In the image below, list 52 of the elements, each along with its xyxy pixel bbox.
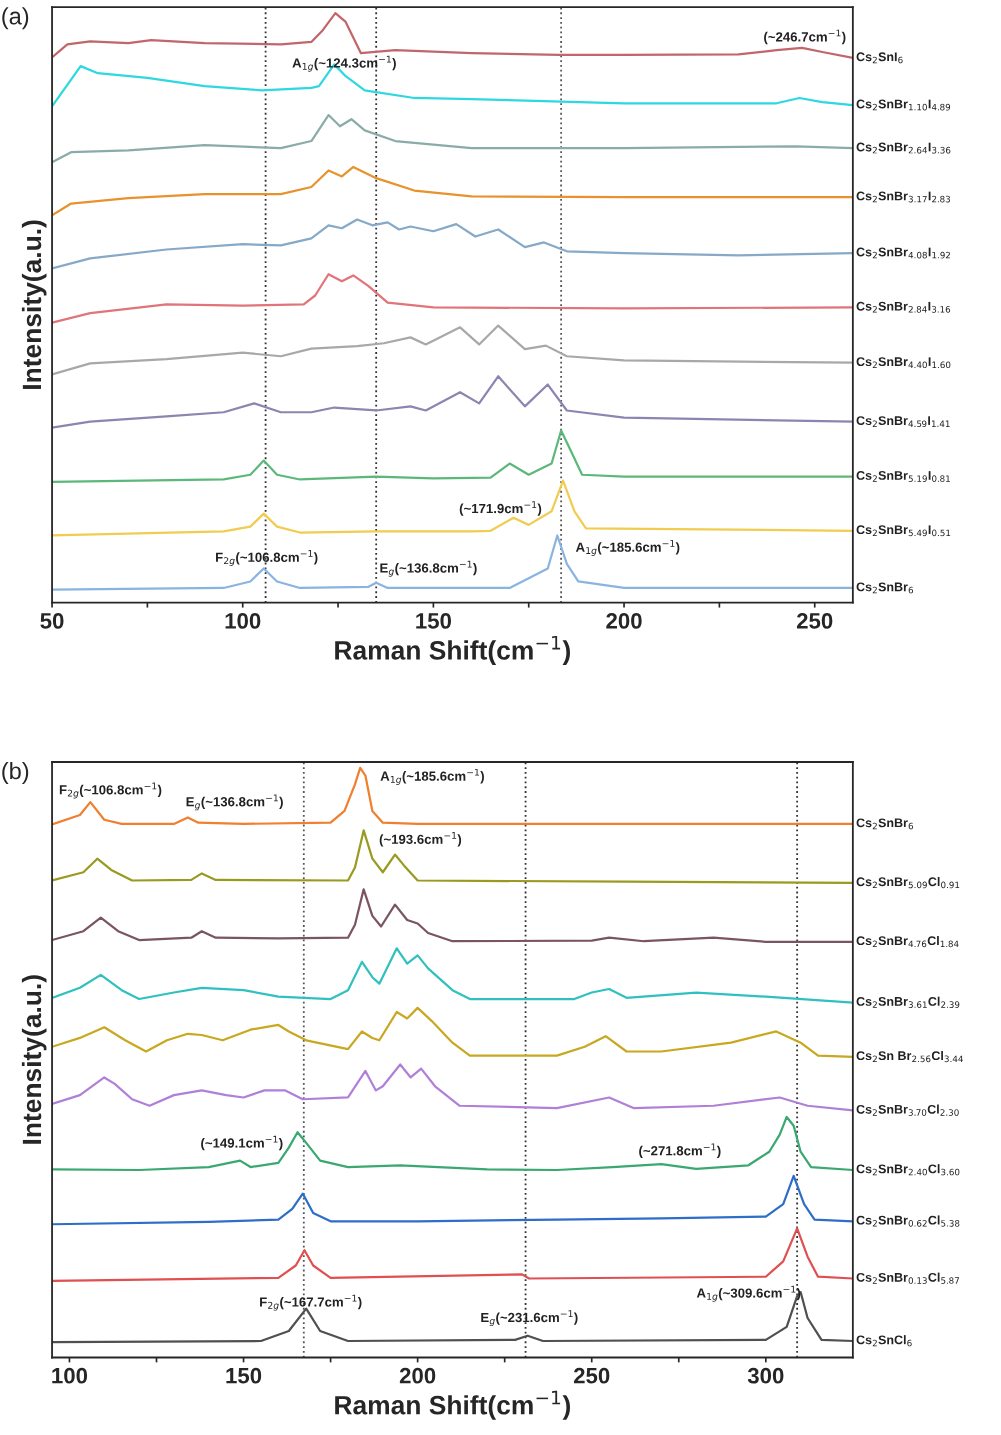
annotation: E$_{g}$(~136.8cm$^{−1}$): [380, 560, 477, 577]
series-label: Cs$_{2}$SnBr$_{1.10}$I$_{4.89}$: [856, 99, 951, 111]
annotation: A$_{1g}$(~124.3cm$^{−1}$): [292, 55, 396, 72]
annotation: (~149.1cm$^{−1}$): [201, 1135, 283, 1151]
series-label: Cs$_{2}$SnBr$_{5.49}$I$_{0.51}$: [856, 525, 951, 537]
x-tick-label: 100: [52, 1367, 88, 1384]
x-tick-label: 250: [573, 1367, 610, 1384]
series-label: Cs$_{2}$SnBr$_{3.70}$Cl$_{2.30}$: [856, 1104, 959, 1116]
series-label: Cs$_{2}$SnBr$_{5.09}$Cl$_{0.91}$: [856, 876, 960, 889]
series-label: Cs$_{2}$SnBr$_{2.84}$I$_{3.16}$: [856, 301, 951, 313]
chart-title: (a): [2, 7, 29, 30]
annotation: E$_{g}$(~136.8cm$^{−1}$): [186, 794, 283, 811]
x-tick-label: 150: [226, 1367, 262, 1384]
y-axis-title: Intensity(a.u.): [21, 975, 47, 1144]
series-label: Cs$_{2}$SnBr$_{4.08}$I$_{1.92}$: [856, 247, 950, 259]
series-label: Cs$_{2}$SnBr$_{0.62}$Cl$_{5.38}$: [856, 1215, 960, 1227]
annotation: (~171.9cm$^{−1}$): [459, 501, 542, 516]
series-label: Cs$_{2}$SnBr$_{6}$: [856, 582, 914, 594]
x-tick-label: 200: [399, 1367, 436, 1384]
annotation: F$_{2g}$(~167.7cm$^{−1}$): [260, 1294, 362, 1311]
series-label: Cs$_{2}$SnBr$_{0.13}$Cl$_{5.87}$: [856, 1272, 959, 1284]
x-tick-label: 100: [225, 613, 261, 629]
series-label: Cs$_{2}$SnBr$_{6}$: [856, 818, 914, 830]
series-label: Cs$_{2}$SnBr$_{4.76}$Cl$_{1.84}$: [856, 935, 959, 948]
series-label: Cs$_{2}$SnBr$_{3.61}$Cl$_{2.39}$: [856, 996, 960, 1008]
x-tick-label: 250: [796, 613, 833, 629]
annotation: F$_{2g}$(~106.8cm$^{−1}$): [59, 782, 162, 799]
series-label: Cs$_{2}$SnBr$_{2.64}$I$_{3.36}$: [856, 142, 951, 154]
series-label: Cs$_{2}$SnI$_{6}$: [856, 52, 903, 64]
annotation: A$_{1g}$(~185.6cm$^{−1}$): [380, 768, 484, 785]
annotation: F$_{2g}$(~106.8cm$^{−1}$): [216, 550, 318, 566]
annotation: (~246.7cm$^{−1}$): [764, 29, 846, 45]
annotation: E$_{g}$(~231.6cm$^{−1}$): [481, 1310, 578, 1327]
annotation: (~271.8cm$^{−1}$): [639, 1143, 721, 1159]
series-label: Cs$_{2}$SnCl$_{6}$: [856, 1335, 912, 1347]
series-label: Cs$_{2}$SnBr$_{3.17}$I$_{2.83}$: [856, 191, 951, 203]
x-tick-label: 300: [747, 1367, 784, 1384]
x-tick-label: 150: [416, 613, 452, 629]
annotation: (~193.6cm$^{−1}$): [379, 832, 462, 847]
series-label: Cs$_{2}$SnBr$_{5.19}$I$_{0.81}$: [856, 471, 950, 482]
x-tick-label: 50: [40, 613, 64, 629]
x-axis-title: Raman Shift(cm$^{−1}$): [335, 1390, 570, 1420]
series-label: Cs$_{2}$SnBr$_{4.40}$I$_{1.60}$: [856, 357, 951, 369]
x-axis-title: Raman Shift(cm$^{−1}$): [335, 635, 570, 665]
chart-title: (b): [2, 761, 29, 784]
annotation: A$_{1g}$(~309.6cm$^{−1}$): [696, 1285, 801, 1302]
annotation: A$_{1g}$(~185.6cm$^{−1}$): [575, 539, 680, 556]
x-tick-label: 200: [606, 613, 642, 629]
series-label: Cs$_{2}$Sn Br$_{2.56}$Cl$_{3.44}$: [856, 1050, 963, 1063]
series-label: Cs$_{2}$SnBr$_{4.59}$I$_{1.41}$: [856, 416, 950, 428]
series-label: Cs$_{2}$SnBr$_{2.40}$Cl$_{3.60}$: [856, 1164, 960, 1176]
y-axis-title: Intensity(a.u.): [21, 220, 47, 389]
